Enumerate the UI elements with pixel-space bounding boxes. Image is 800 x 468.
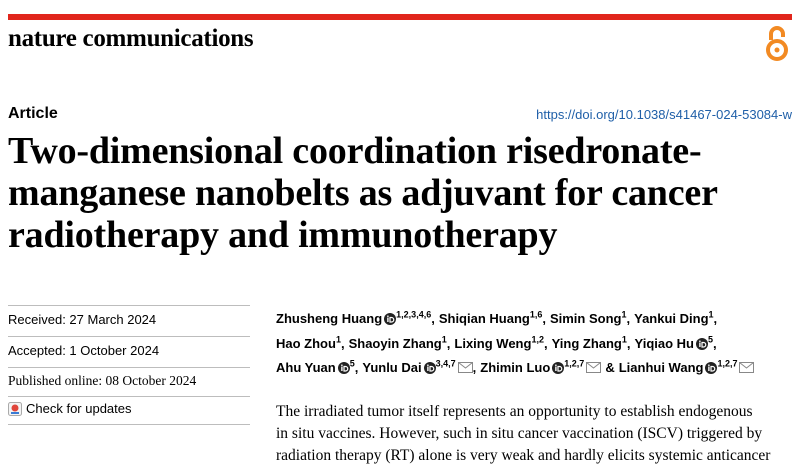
author-affiliation: 1 (335, 334, 341, 345)
article-type: Article (8, 105, 58, 122)
abstract-line: The irradiated tumor itself represents a… (276, 403, 753, 420)
divider (8, 367, 250, 368)
author-separator: , (472, 360, 477, 375)
author-name: Shiqian Huang (438, 311, 530, 326)
author-affiliation: 3,4,7 (435, 358, 456, 369)
author-line: Hao Zhou1, Shaoyin Zhang1, Lixing Weng1,2,… (276, 333, 754, 358)
title-line: Two-dimensional coordination risedronate… (8, 130, 702, 172)
author-separator: , (543, 335, 548, 351)
orcid-icon (705, 359, 718, 382)
author-name: Ying Zhang (551, 335, 622, 351)
author-name: Shaoyin Zhang (348, 335, 442, 351)
abstract-line: radiation therapy (RT) alone is very wea… (276, 447, 771, 464)
divider (8, 305, 250, 306)
received-date: Received: 27 March 2024 (8, 312, 157, 327)
orcid-icon (552, 359, 565, 382)
author-affiliation: 1 (621, 309, 627, 320)
author-affiliation: 1,2,7 (564, 358, 585, 369)
author-affiliation: 1,2,3,4,6 (396, 309, 432, 320)
abstract-line: in situ vaccines. However, such in situ … (276, 425, 763, 442)
author-line: Ahu Yuan 5, Yunlu Dai 3,4,7, Zhimin Luo 1,2,7… (276, 357, 755, 382)
author-separator: , (626, 311, 631, 326)
author-separator: , (542, 311, 546, 326)
author-name: Zhusheng Huang (276, 311, 383, 326)
author-separator: & (605, 360, 615, 375)
author-affiliation: 1 (621, 334, 627, 345)
email-icon[interactable] (586, 358, 602, 381)
orcid-icon (337, 359, 350, 382)
author-separator: , (626, 335, 631, 351)
author-name: Yankui Ding (634, 311, 709, 326)
author-name: Simin Song (549, 311, 622, 326)
orcid-icon (384, 310, 397, 333)
author-name: Ahu Yuan (276, 360, 336, 375)
abstract: The irradiated tumor itself represents a… (276, 401, 770, 467)
author-separator: , (431, 311, 435, 326)
divider (8, 336, 250, 337)
divider (8, 396, 250, 397)
author-name: Lixing Weng (454, 335, 532, 351)
author-separator: , (340, 335, 345, 351)
email-icon[interactable] (739, 358, 755, 381)
title-line: manganese nanobelts as adjuvant for canc… (8, 172, 718, 214)
author-line: Zhusheng Huang 1,2,3,4,6, Shiqian Huang1,6… (276, 308, 754, 333)
author-affiliation: 1 (441, 334, 447, 345)
doi-link[interactable]: https://doi.org/10.1038/s41467-024-53084… (536, 107, 792, 122)
published-date: Published online: 08 October 2024 (8, 373, 197, 388)
author-separator: , (446, 335, 451, 351)
article-title: Two-dimensional coordination risedronate… (8, 130, 718, 256)
author-affiliation: 1,2 (531, 334, 544, 345)
open-access-icon (766, 26, 788, 61)
journal-bar (8, 14, 792, 20)
journal-name: nature communications (8, 25, 254, 52)
divider (8, 424, 250, 425)
author-list: Zhusheng Huang 1,2,3,4,6, Shiqian Huang1,6… (276, 308, 755, 382)
author-separator: , (713, 335, 717, 351)
author-affiliation: 5 (707, 334, 713, 345)
author-separator: , (713, 311, 718, 326)
author-name: Hao Zhou (276, 335, 336, 351)
check-updates-label: Check for updates (26, 401, 132, 416)
author-separator: , (354, 360, 359, 375)
author-affiliation: 1 (708, 309, 714, 320)
orcid-icon (423, 359, 436, 382)
author-name: Zhimin Luo (480, 360, 551, 375)
check-updates-icon (8, 402, 22, 416)
author-affiliation: 1,2,7 (717, 358, 738, 369)
email-icon[interactable] (457, 358, 473, 381)
author-name: Yunlu Dai (362, 360, 422, 375)
author-name: Lianhui Wang (618, 360, 704, 375)
accepted-date: Accepted: 1 October 2024 (8, 343, 160, 358)
check-updates[interactable]: Check for updates (8, 401, 132, 417)
orcid-icon (695, 335, 708, 358)
author-affiliation: 1,6 (529, 309, 543, 320)
author-name: Yiqiao Hu (634, 335, 694, 351)
author-affiliation: 5 (349, 358, 355, 369)
title-line: radiotherapy and immunotherapy (8, 214, 558, 256)
